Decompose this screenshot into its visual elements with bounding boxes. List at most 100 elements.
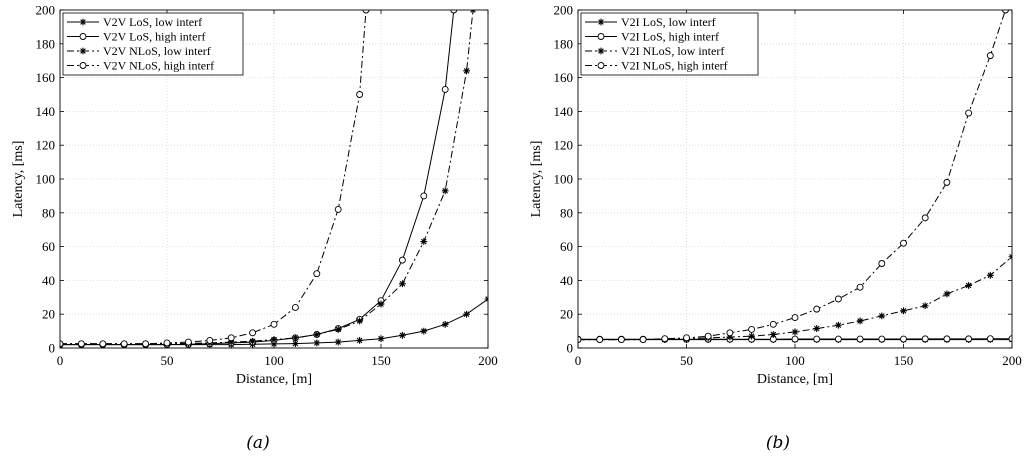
legend-marker-circle — [597, 33, 605, 40]
y-tick-label: 60 — [42, 239, 55, 254]
data-point-circle — [163, 339, 171, 347]
y-tick-label: 80 — [560, 205, 573, 220]
y-tick-label: 180 — [554, 36, 574, 51]
data-point-circle — [726, 329, 734, 337]
data-point-star — [943, 290, 951, 298]
y-tick-label: 200 — [36, 3, 56, 18]
legend-marker-star — [597, 47, 605, 55]
y-tick-label: 0 — [567, 341, 574, 356]
data-point-star — [463, 67, 470, 75]
y-tick-label: 100 — [554, 172, 574, 187]
legend-marker-star — [597, 18, 605, 26]
panel-caption: (a) — [246, 433, 269, 453]
x-tick-label: 0 — [57, 353, 64, 368]
y-tick-label: 40 — [42, 273, 55, 288]
x-tick-label: 50 — [161, 353, 174, 368]
y-tick-label: 60 — [560, 239, 573, 254]
data-point-circle — [99, 340, 107, 348]
x-tick-label: 100 — [785, 353, 805, 368]
data-point-star — [227, 338, 235, 346]
legend-marker-circle — [79, 62, 87, 69]
data-point-circle — [704, 332, 712, 340]
legend-marker-circle — [79, 33, 87, 40]
data-point-star — [986, 271, 994, 279]
data-point-circle — [921, 335, 929, 343]
data-point-star — [249, 337, 256, 345]
y-tick-label: 200 — [554, 3, 574, 18]
legend-label: V2I LoS, low interf — [621, 15, 716, 29]
data-point-star — [726, 333, 734, 341]
data-point-circle — [834, 335, 842, 343]
panel-caption: (b) — [766, 433, 790, 453]
data-point-circle — [596, 336, 604, 343]
data-point-star — [334, 338, 342, 346]
y-tick-label: 180 — [36, 36, 56, 51]
data-point-circle — [943, 178, 951, 186]
data-point-star — [791, 328, 799, 336]
data-point-star — [334, 326, 342, 333]
data-point-star — [748, 332, 755, 340]
data-point-circle — [813, 305, 821, 313]
chart-panel-1: 0 50 100 150 200 0 20 40 60 80 100 120 140 160 180 200 D… — [11, 3, 498, 454]
x-tick-label: 150 — [371, 353, 391, 368]
data-point-circle — [878, 260, 886, 267]
plot-area — [578, 10, 1012, 343]
x-tick-label: 100 — [264, 353, 284, 368]
data-point-circle — [1002, 10, 1009, 14]
data-point-circle — [356, 91, 364, 98]
legend-box — [580, 12, 759, 76]
series-line-4 — [60, 10, 367, 345]
data-point-circle — [639, 336, 647, 343]
data-point-star — [835, 321, 842, 329]
data-point-star — [965, 282, 972, 289]
data-point-circle — [856, 283, 864, 291]
x-tick-label: 200 — [1002, 353, 1022, 368]
data-point-circle — [661, 335, 669, 343]
data-point-circle — [965, 335, 973, 343]
data-point-star — [441, 187, 449, 195]
data-point-star — [399, 331, 406, 339]
data-point-circle — [60, 340, 64, 348]
y-tick-label: 100 — [36, 172, 56, 187]
data-point-circle — [120, 340, 128, 348]
data-point-circle — [270, 320, 278, 328]
x-tick-label: 50 — [680, 353, 693, 368]
x-axis-label: Distance, [m] — [757, 372, 833, 387]
y-tick-label: 0 — [49, 341, 56, 356]
data-point-circle — [441, 85, 449, 93]
data-point-circle — [965, 109, 973, 117]
data-point-circle — [921, 214, 929, 222]
legend-marker-star — [79, 18, 87, 26]
data-point-circle — [943, 335, 951, 343]
data-point-circle — [791, 314, 799, 322]
data-point-star — [420, 327, 428, 335]
y-tick-label: 160 — [554, 70, 574, 85]
data-point-circle — [578, 336, 582, 343]
data-point-circle — [291, 303, 299, 311]
data-point-circle — [362, 10, 370, 14]
data-point-circle — [77, 340, 85, 348]
axes-frame — [59, 9, 489, 349]
y-tick-label: 140 — [554, 104, 574, 119]
data-point-star — [878, 312, 886, 320]
x-tick-label: 0 — [575, 353, 582, 368]
x-tick-label: 200 — [478, 353, 498, 368]
y-tick-label: 20 — [560, 307, 573, 322]
y-tick-label: 40 — [560, 273, 573, 288]
y-tick-label: 20 — [42, 307, 55, 322]
data-point-circle — [769, 320, 777, 328]
series-line-3 — [578, 256, 1012, 341]
x-tick-label: 150 — [894, 353, 914, 368]
series-line-2 — [60, 10, 455, 346]
data-point-circle — [206, 336, 214, 344]
data-point-star — [270, 336, 278, 343]
data-point-star — [769, 331, 777, 338]
legend-label: V2V NLoS, high interf — [103, 59, 214, 73]
data-point-star — [420, 238, 428, 245]
plot-area — [60, 10, 488, 348]
data-point-circle — [420, 192, 428, 200]
data-point-star — [270, 340, 278, 348]
